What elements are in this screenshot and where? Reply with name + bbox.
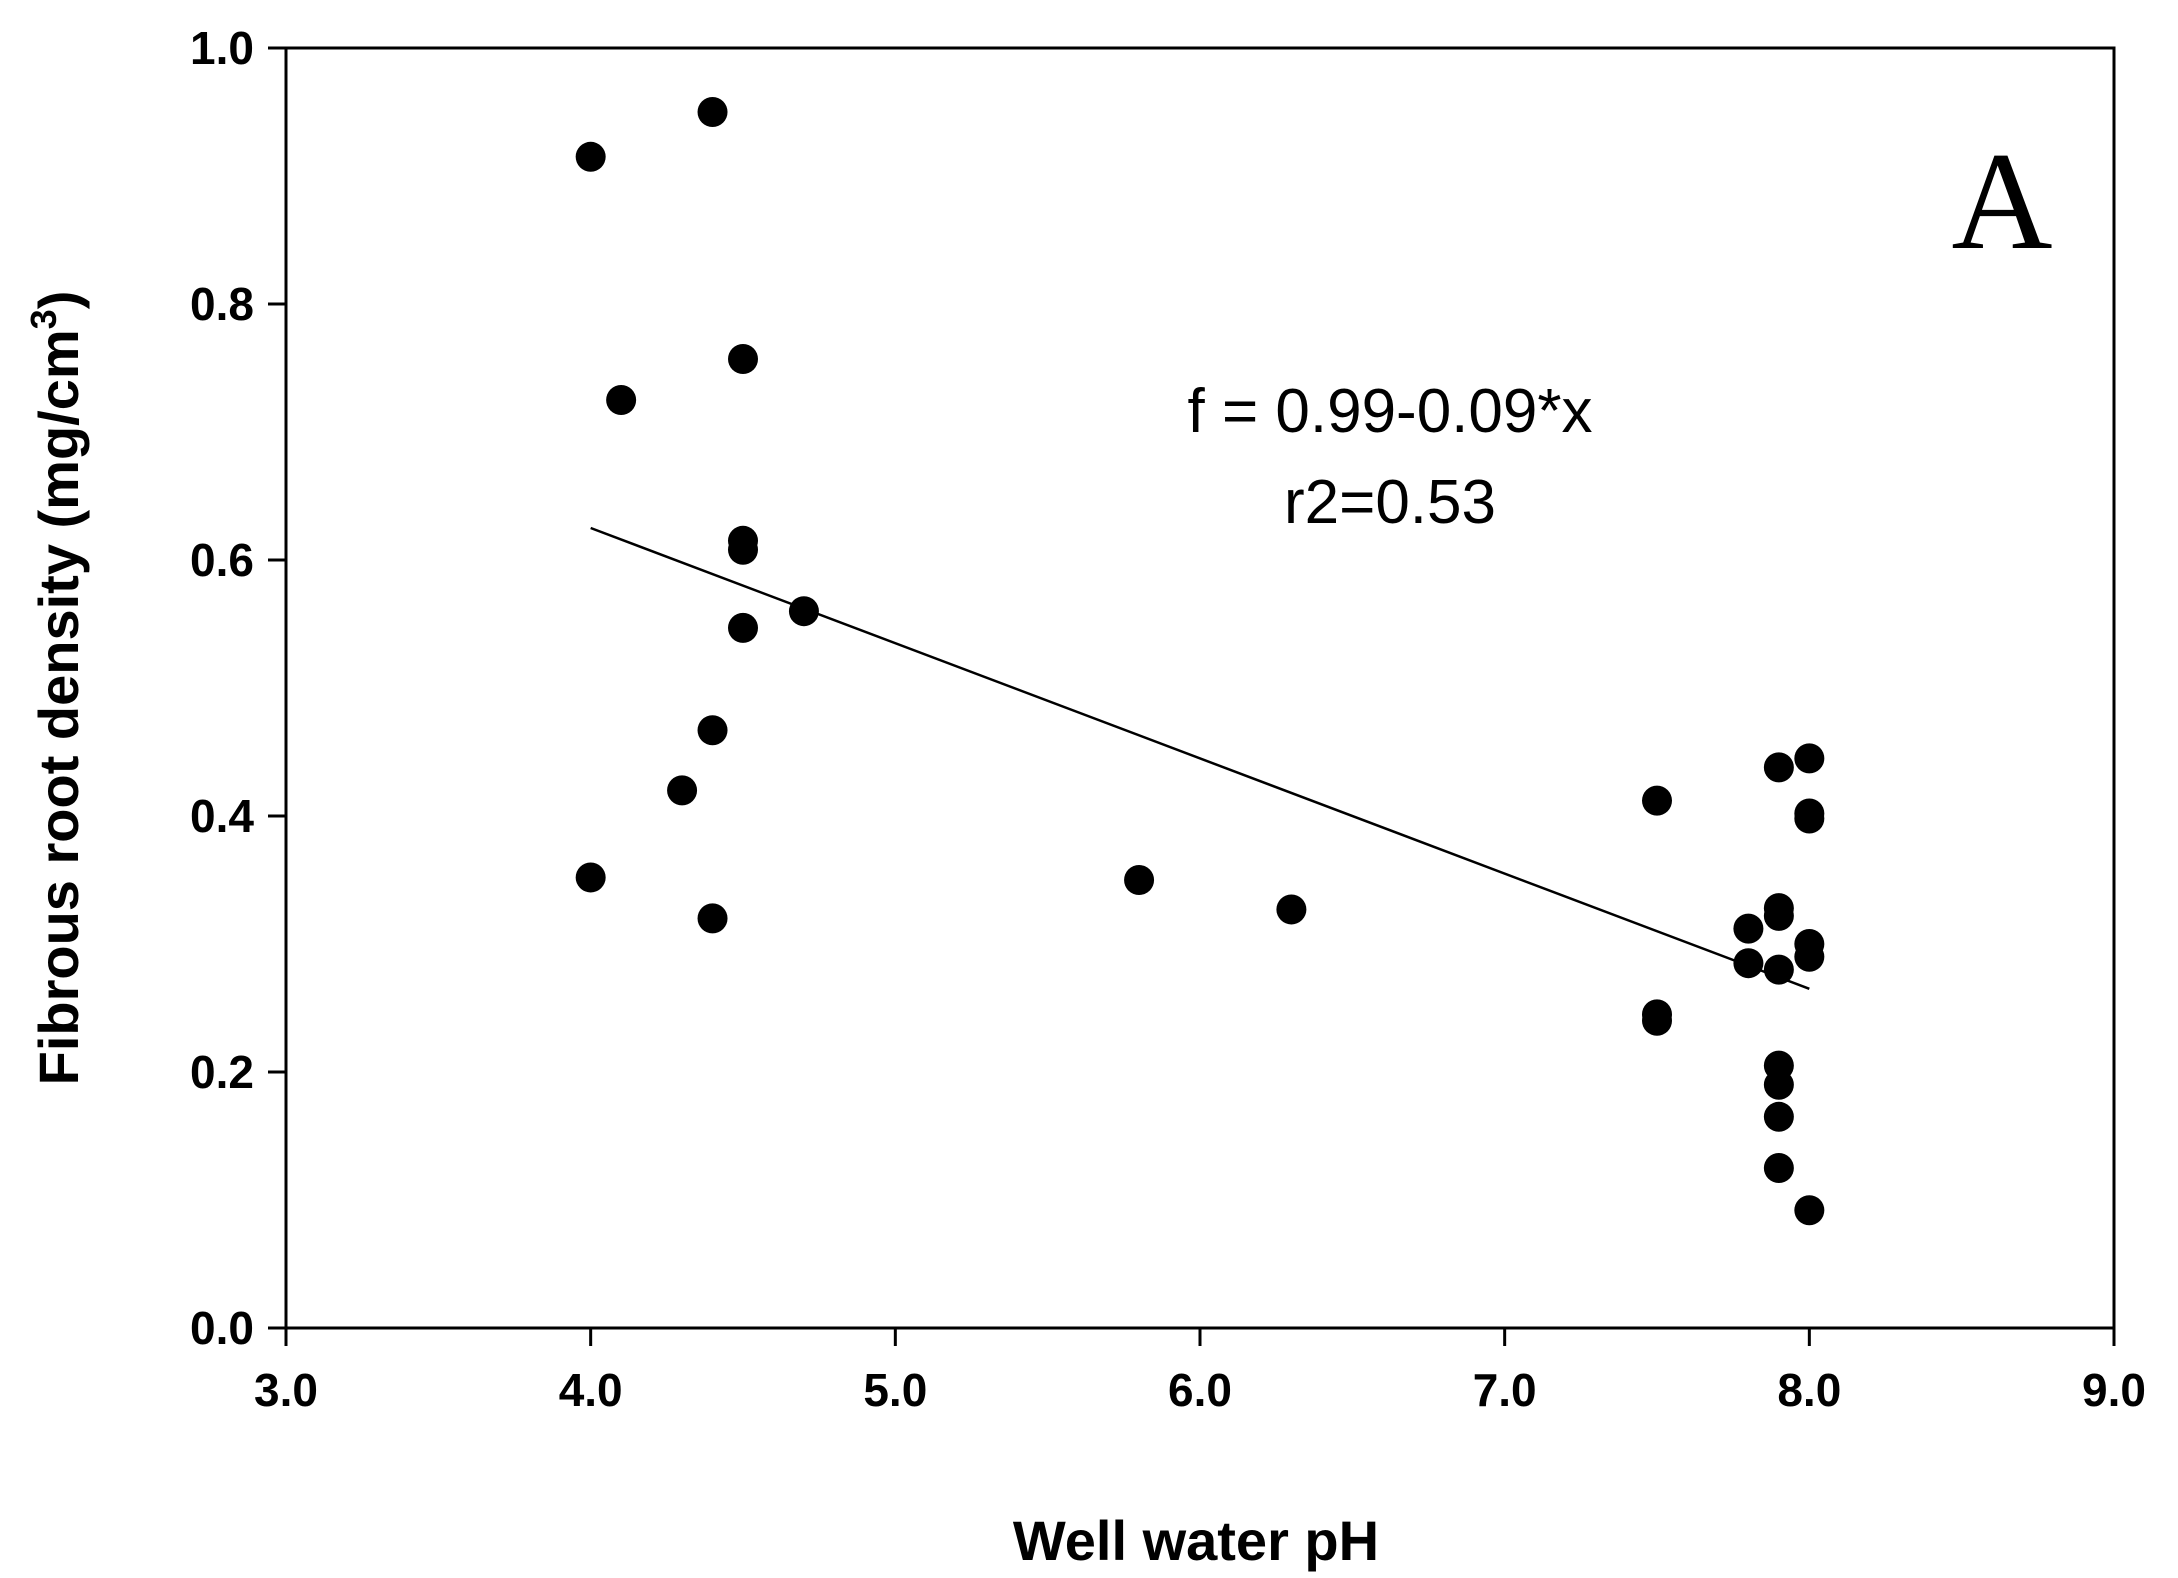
x-tick-label: 7.0 [1473,1364,1537,1416]
data-point [667,775,698,806]
data-point [697,903,728,934]
data-point [1763,752,1794,783]
data-point [1763,954,1794,985]
data-point [728,534,758,565]
data-point [1642,1005,1672,1036]
data-point [728,612,758,643]
y-axis-title: Fibrous root density (mg/cm3) [23,291,90,1086]
x-axis-title: Well water pH [1013,1509,1379,1572]
data-point [788,596,819,627]
data-point [606,385,637,415]
data-point [1794,803,1825,834]
x-tick-label: 6.0 [1168,1364,1232,1416]
regression-r2: r2=0.53 [1284,468,1496,537]
data-point [1763,1153,1794,1183]
data-points [575,97,1825,1226]
y-axis-title-close: ) [27,291,90,310]
y-tick-label: 0.6 [190,534,254,586]
y-axis-title-superscript: 3 [23,309,64,329]
data-point [1642,785,1672,816]
data-point [575,862,606,893]
y-tick-label: 1.0 [190,22,254,74]
data-point [1763,1101,1794,1132]
plot-frame [284,46,2116,1330]
y-tick-label: 0.8 [190,278,254,330]
data-point [1794,1195,1825,1226]
x-tick-label: 9.0 [2082,1364,2146,1416]
data-point [1733,913,1764,944]
y-axis: 0.0 0.2 0.4 0.6 0.8 1.0 [190,22,286,1354]
data-point [1794,743,1825,774]
y-axis-title-main: Fibrous root density (mg/cm [27,329,90,1085]
regression-equation: f = 0.99-0.09*x [1188,377,1593,446]
data-point [1763,1069,1794,1100]
data-point [697,715,728,746]
y-tick-label: 0.4 [190,790,254,842]
x-tick-label: 5.0 [863,1364,927,1416]
x-tick-label: 4.0 [559,1364,623,1416]
data-point [1794,941,1825,972]
data-point [1733,948,1764,979]
y-tick-label: 0.0 [190,1302,254,1354]
y-tick-label: 0.2 [190,1046,254,1098]
data-point [575,141,606,172]
data-point [1124,865,1155,895]
data-point [697,97,728,127]
x-tick-label: 3.0 [254,1364,318,1416]
regression-line [590,526,1810,990]
x-axis: 3.0 4.0 5.0 6.0 7.0 8.0 9.0 [254,1328,2146,1416]
x-tick-label: 8.0 [1777,1364,1841,1416]
panel-label: A [1951,124,2052,279]
data-point [728,344,758,375]
data-point [1763,900,1794,931]
data-point [1276,894,1307,925]
